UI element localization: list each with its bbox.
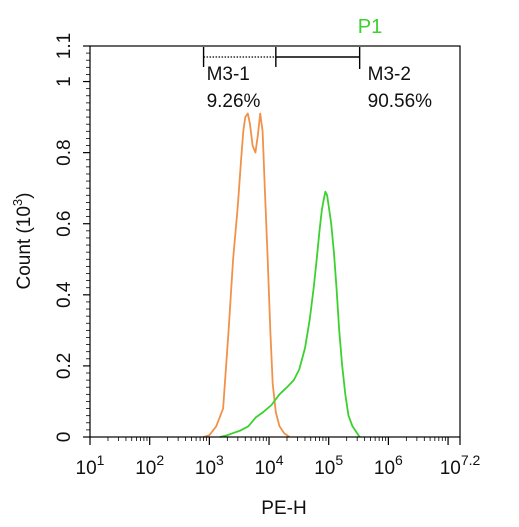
gate-m3-1-percent: 9.26% <box>207 91 261 112</box>
x-tick-base: 10 <box>255 458 276 479</box>
x-tick-base: 10 <box>374 458 395 479</box>
x-tick-exponent: 2 <box>156 452 164 468</box>
x-tick-exponent: 1 <box>97 452 105 468</box>
plot-frame <box>89 45 461 438</box>
y-axis-title-exponent: 3 <box>10 199 25 206</box>
x-tick-label: 106 <box>374 452 403 479</box>
x-tick-base: 10 <box>135 458 156 479</box>
x-tick-base: 10 <box>76 458 97 479</box>
gate-m3-1-label: M3-1 <box>207 64 250 85</box>
gate-p1-label: P1 <box>358 16 382 38</box>
y-axis-title-main: Count (10 <box>14 206 35 289</box>
x-tick-label: 102 <box>135 452 164 479</box>
x-tick-base: 10 <box>314 458 335 479</box>
x-tick-label: 104 <box>255 452 284 479</box>
y-axis-title-close: ) <box>14 192 35 198</box>
x-tick-base: 10 <box>195 458 216 479</box>
x-tick-exponent: 3 <box>216 452 224 468</box>
histogram-curves <box>203 112 361 438</box>
x-tick-label: 107.2 <box>440 452 481 479</box>
y-tick-label: 1 <box>54 76 75 87</box>
y-tick-label: 0.4 <box>54 281 75 308</box>
gate-m3-2-label: M3-2 <box>368 64 411 85</box>
y-tick-label: 0.8 <box>54 139 75 165</box>
x-tick-label: 101 <box>76 452 105 479</box>
x-axis-title: PE-H <box>261 498 306 519</box>
x-tick-exponent: 5 <box>335 452 343 468</box>
x-tick-exponent: 6 <box>395 452 403 468</box>
x-tick-exponent: 4 <box>276 452 284 468</box>
x-tick-label: 105 <box>314 452 343 479</box>
y-tick-label: 0.6 <box>54 211 75 237</box>
y-axis-title: Count (103) <box>10 192 35 289</box>
x-tick-base: 10 <box>440 458 461 479</box>
y-tick-label: 0 <box>54 432 75 443</box>
y-tick-label: 0.2 <box>54 353 75 379</box>
x-tick-label: 103 <box>195 452 224 479</box>
x-tick-exponent: 7.2 <box>461 452 481 468</box>
y-tick-label: 1.1 <box>54 33 75 59</box>
gate-m3-2-percent: 90.56% <box>368 91 433 112</box>
gate-markers: M3-1 9.26% M3-2 90.56% P1 <box>202 16 433 112</box>
histogram-series-sample <box>219 190 361 438</box>
histogram-series-control <box>203 112 291 438</box>
